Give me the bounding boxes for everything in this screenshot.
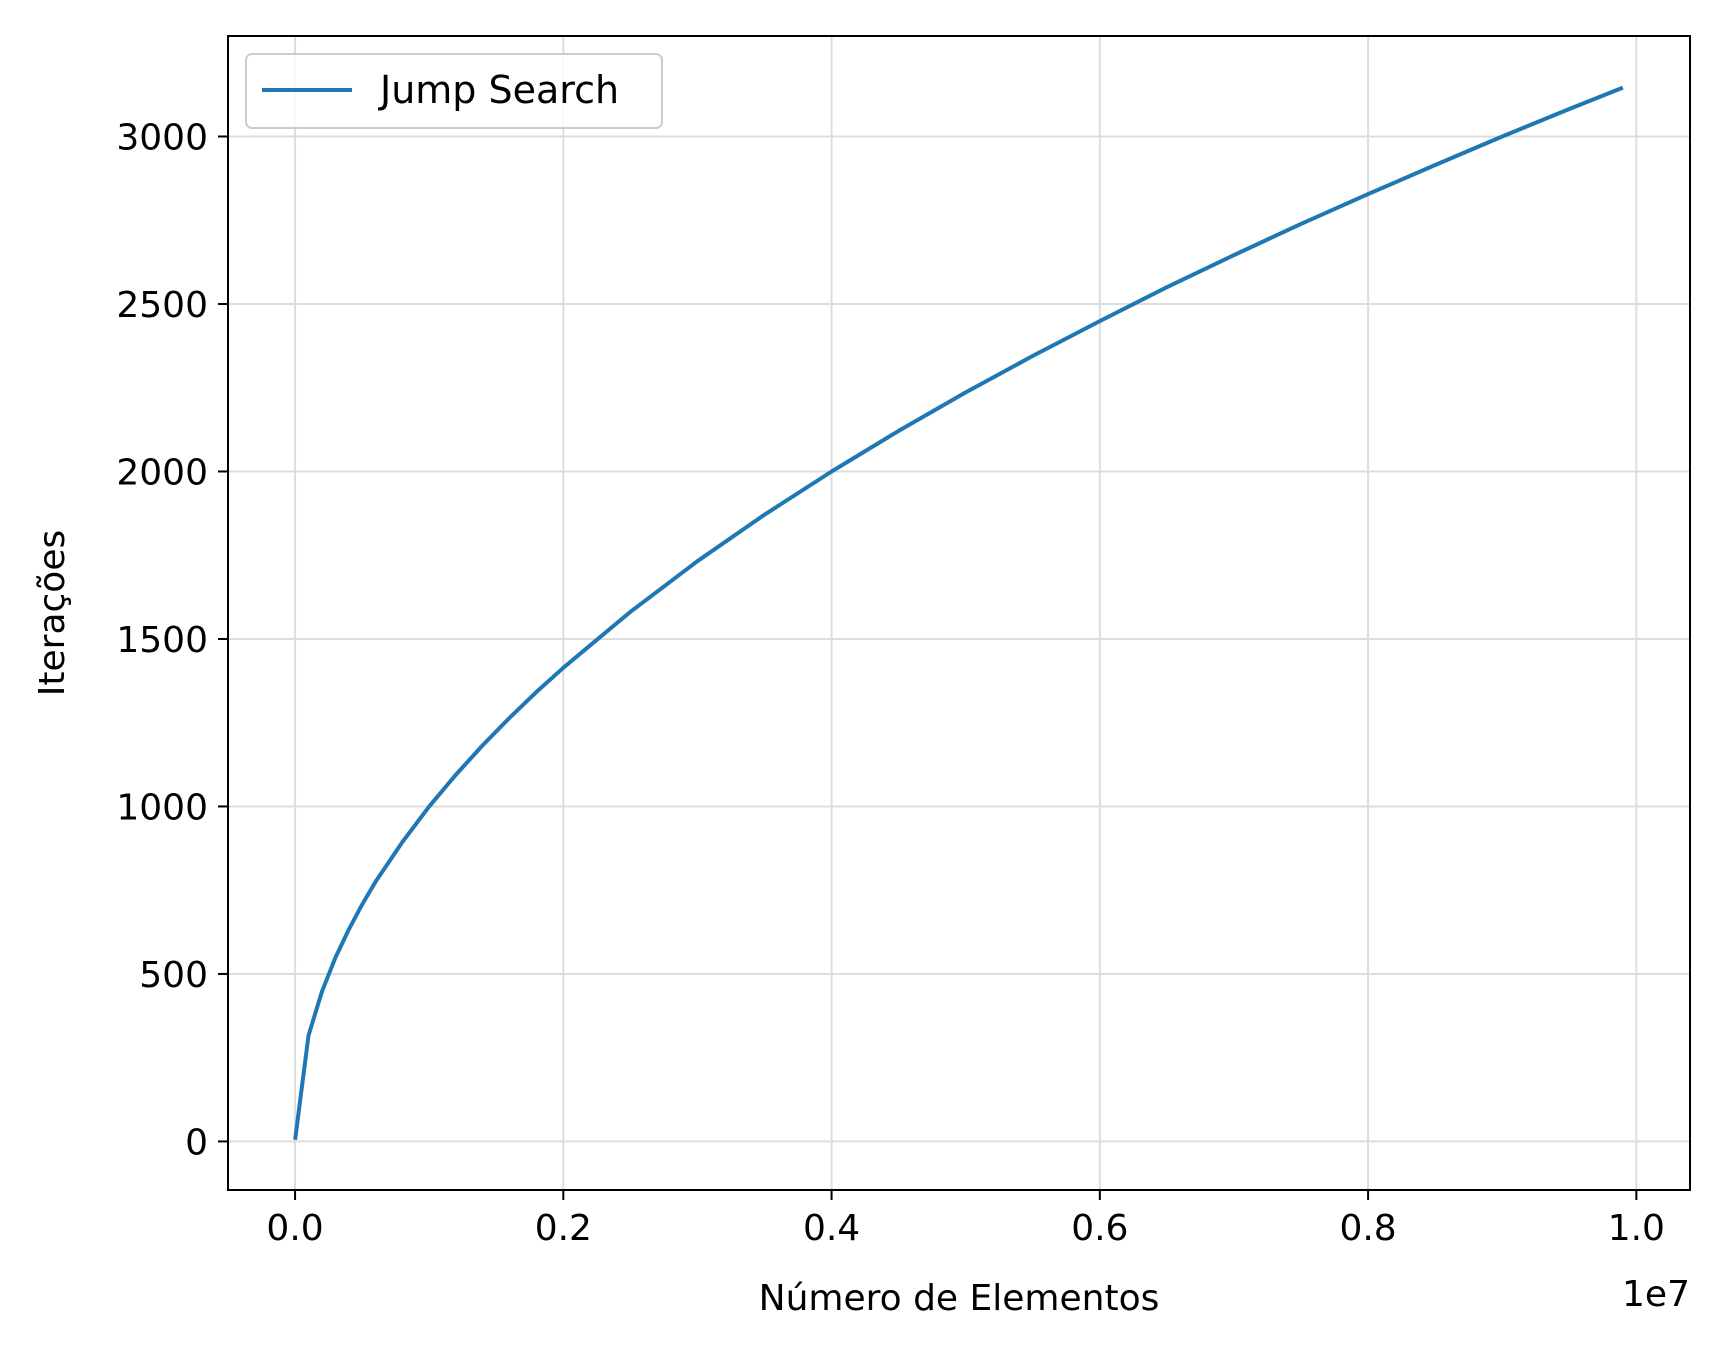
x-tick-label: 1.0	[1608, 1208, 1665, 1249]
x-axis-label: Número de Elementos	[759, 1278, 1160, 1319]
legend: Jump Search	[245, 53, 663, 129]
y-axis: 0 500 1000 1500 2000 2500 3000	[116, 117, 228, 1163]
x-tick-label: 0.6	[1071, 1208, 1128, 1249]
legend-label: Jump Search	[378, 68, 619, 112]
y-tick-label: 2500	[116, 285, 208, 326]
legend-box	[245, 53, 663, 129]
series-layer	[293, 85, 1624, 1141]
x-axis-offset-label: 1e7	[1622, 1274, 1690, 1315]
y-tick-label: 500	[139, 955, 208, 996]
y-tick-label: 0	[185, 1122, 208, 1163]
x-tick-label: 0.4	[803, 1208, 860, 1249]
grid	[228, 36, 1690, 1190]
x-tick-label: 0.0	[266, 1208, 323, 1249]
y-axis-label: Iterações	[32, 530, 73, 696]
y-tick-label: 2000	[116, 452, 208, 493]
y-tick-label: 3000	[116, 117, 208, 158]
x-axis: 0.0 0.2 0.4 0.6 0.8 1.0	[266, 1190, 1665, 1249]
series-line-jump-search	[293, 85, 1624, 1141]
y-tick-label: 1500	[116, 620, 208, 661]
x-tick-label: 0.2	[535, 1208, 592, 1249]
plot-frame	[227, 35, 1691, 1191]
y-tick-label: 1000	[116, 787, 208, 828]
x-tick-label: 0.8	[1339, 1208, 1396, 1249]
